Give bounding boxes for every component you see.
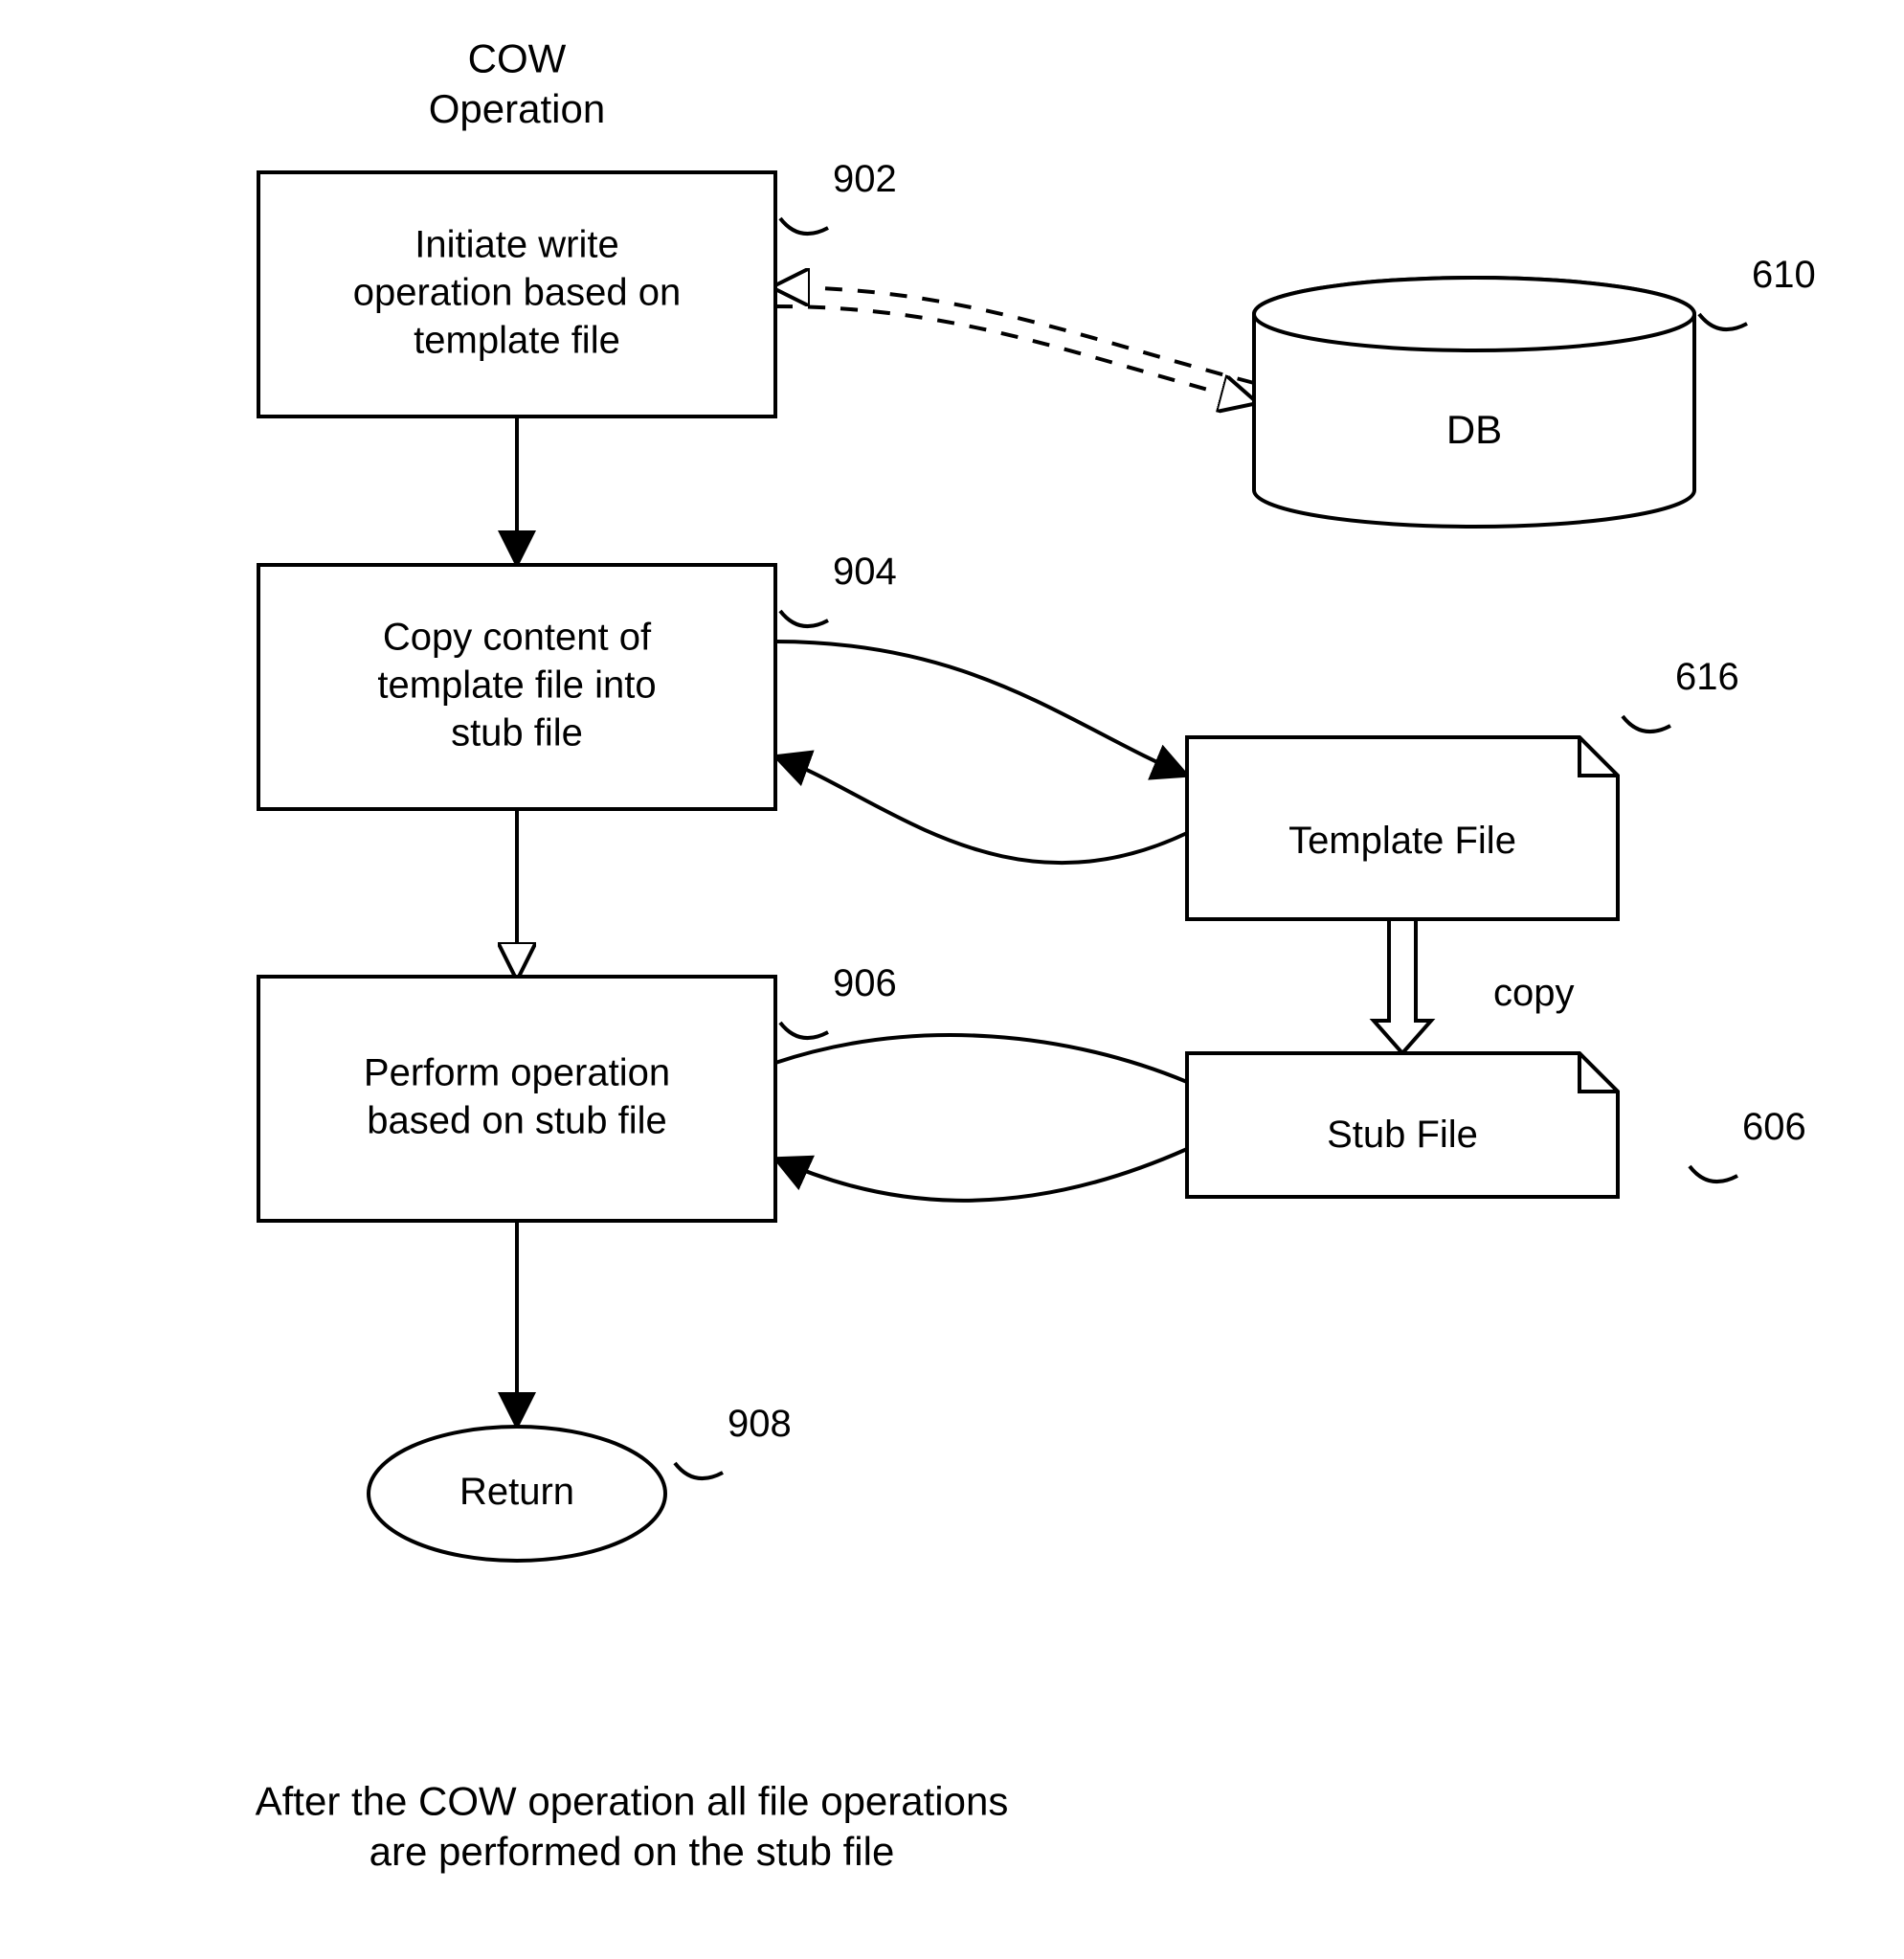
svg-text:610: 610	[1752, 254, 1816, 296]
ref-step906: 906	[780, 962, 897, 1038]
edge-e7b	[775, 1149, 1187, 1201]
node-step902: Initiate write operation based on template…	[258, 172, 775, 417]
svg-text:Template File: Template File	[1288, 820, 1516, 862]
flowchart-canvas: Initiate write operation based on template…	[0, 0, 1904, 1959]
ref-template_file: 616	[1623, 656, 1739, 732]
svg-text:Copy content of: Copy content of	[383, 617, 652, 659]
node-step904: Copy content of template file into stub fi…	[258, 565, 775, 809]
edge-e8	[1374, 919, 1431, 1053]
node-stub_file: Stub File	[1187, 1053, 1618, 1197]
edge-e7a	[775, 1035, 1187, 1082]
svg-text:operation based on: operation based on	[353, 272, 682, 314]
svg-text:616: 616	[1675, 656, 1739, 698]
node-db: DB	[1254, 278, 1694, 527]
edge-label-e8: copy	[1493, 972, 1575, 1014]
svg-text:Initiate write: Initiate write	[414, 224, 618, 266]
svg-text:After the COW operation all fi: After the COW operation all file operati…	[256, 1778, 1009, 1823]
svg-text:Operation: Operation	[429, 86, 605, 131]
node-step906: Perform operation based on stub file	[258, 977, 775, 1221]
ref-db: 610	[1699, 254, 1816, 329]
svg-text:based on stub file: based on stub file	[367, 1100, 667, 1142]
svg-text:template file: template file	[414, 320, 620, 362]
diagram-title: COW Operation	[429, 35, 605, 131]
svg-text:COW: COW	[468, 35, 567, 80]
edge-e4a	[775, 306, 1254, 402]
svg-text:Stub File: Stub File	[1327, 1114, 1478, 1156]
diagram-caption: After the COW operation all file operati…	[256, 1778, 1009, 1874]
ref-stub_file: 606	[1690, 1106, 1806, 1182]
node-return: Return	[369, 1427, 665, 1561]
svg-text:Perform operation: Perform operation	[364, 1052, 670, 1094]
svg-text:906: 906	[833, 962, 897, 1004]
svg-text:902: 902	[833, 158, 897, 200]
svg-text:DB: DB	[1446, 407, 1502, 452]
svg-text:904: 904	[833, 551, 897, 593]
svg-text:template file into: template file into	[377, 664, 656, 707]
svg-text:are performed on the stub file: are performed on the stub file	[370, 1829, 895, 1874]
edge-e5	[775, 642, 1187, 776]
node-template_file: Template File	[1187, 737, 1618, 919]
ref-return: 908	[675, 1403, 792, 1478]
svg-text:Return: Return	[459, 1471, 574, 1513]
ref-step902: 902	[780, 158, 897, 234]
svg-text:stub file: stub file	[451, 712, 583, 754]
svg-text:908: 908	[728, 1403, 792, 1445]
svg-text:606: 606	[1742, 1106, 1806, 1148]
ref-step904: 904	[780, 551, 897, 626]
edge-e6	[775, 756, 1187, 863]
